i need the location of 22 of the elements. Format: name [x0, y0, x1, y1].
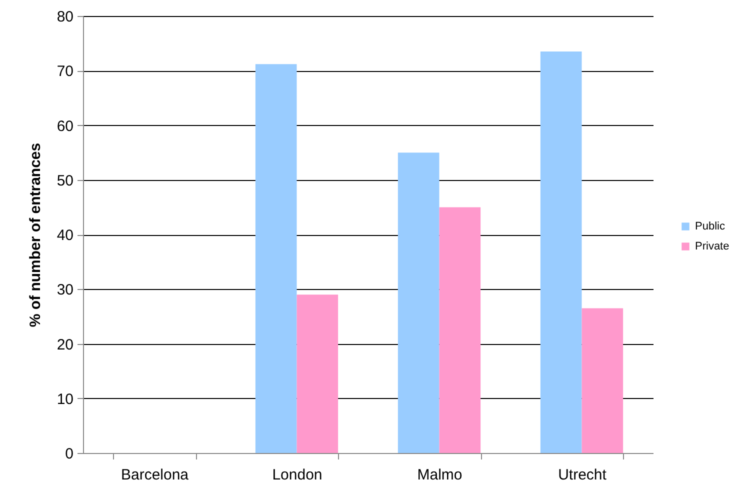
bar: [398, 152, 440, 453]
x-tick-label: Utrecht: [558, 466, 608, 484]
y-tick-label: 70: [56, 63, 74, 80]
x-tick-label: Barcelona: [120, 466, 190, 484]
legend-label: Public: [695, 220, 726, 232]
y-tick-label: 40: [56, 227, 74, 244]
legend-label: Private: [695, 240, 730, 252]
y-tick-label: 60: [56, 118, 74, 135]
bar: [296, 294, 338, 453]
bar: [582, 308, 624, 453]
y-tick-label: 80: [56, 8, 74, 26]
bar: [439, 207, 481, 453]
y-tick-label: 30: [56, 282, 74, 299]
x-tick-label: London: [272, 466, 322, 484]
y-tick-label: 20: [56, 336, 74, 354]
bar: [255, 64, 297, 453]
y-tick-label: 50: [56, 172, 74, 190]
bar: [540, 52, 582, 453]
y-tick-label: 10: [56, 390, 74, 408]
y-axis-title: % of number of entrances: [26, 142, 44, 328]
x-tick-label: Malmo: [417, 466, 462, 484]
y-tick-label: 0: [65, 446, 74, 462]
